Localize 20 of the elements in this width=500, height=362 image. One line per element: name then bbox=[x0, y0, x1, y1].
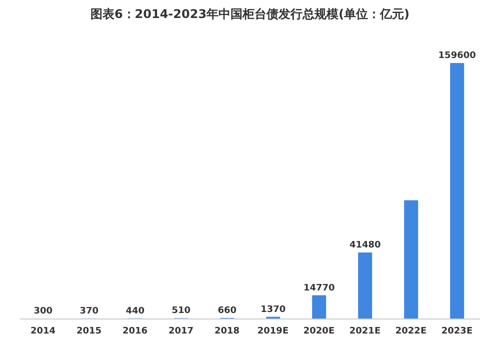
data-label: 660 bbox=[218, 306, 236, 316]
data-label: 159600 bbox=[438, 51, 476, 61]
x-tick-label: 2014 bbox=[30, 326, 56, 336]
data-label: 300 bbox=[34, 306, 52, 317]
data-label: 440 bbox=[126, 306, 144, 316]
x-tick-label: 2023E bbox=[441, 326, 473, 336]
data-label: 41480 bbox=[349, 240, 381, 250]
x-tick-label: 2015 bbox=[76, 326, 102, 336]
x-tick-label: 2021E bbox=[349, 326, 381, 336]
x-tick-label: 2022E bbox=[395, 326, 427, 336]
data-label: 14770 bbox=[303, 283, 335, 294]
x-tick-label: 2020E bbox=[303, 326, 335, 336]
chart-title: 图表6：2014-2023年中国柜台债发行总规模(单位：亿元) bbox=[89, 6, 411, 23]
data-label: 370 bbox=[80, 306, 98, 316]
x-tick-label: 2019E bbox=[257, 326, 289, 336]
x-tick-label: 2017 bbox=[168, 326, 194, 336]
data-label: 1370 bbox=[260, 304, 286, 315]
x-tick-label: 2018 bbox=[214, 326, 240, 336]
data-label: 510 bbox=[172, 306, 190, 316]
x-tick-label: 2016 bbox=[122, 326, 148, 336]
